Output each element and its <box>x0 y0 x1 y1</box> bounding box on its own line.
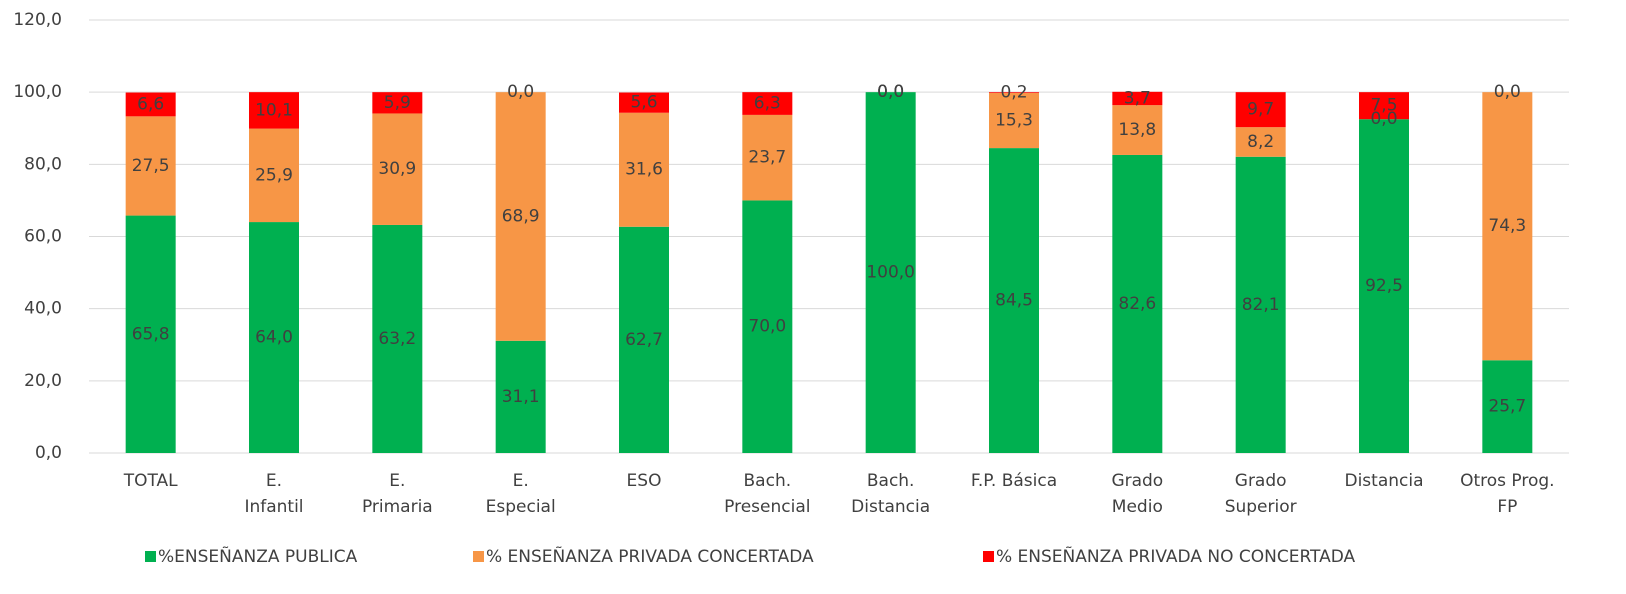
data-label: 0,0 <box>877 82 904 102</box>
data-label: 6,6 <box>137 94 164 114</box>
data-label: 84,5 <box>995 291 1033 311</box>
bar-segment <box>249 92 299 129</box>
y-tick-label: 80,0 <box>24 154 62 174</box>
bar-segment <box>1359 119 1409 454</box>
bar-segment <box>619 226 669 453</box>
bar-segment <box>1112 91 1163 106</box>
data-label: 15,3 <box>995 110 1033 130</box>
data-label: 9,7 <box>1247 100 1274 120</box>
data-label: 23,7 <box>748 148 786 168</box>
bar-segment <box>619 92 669 113</box>
data-label: 63,2 <box>378 329 416 349</box>
bar-segment <box>125 92 176 117</box>
x-tick-label: Bach. Presencial <box>724 471 810 517</box>
legend-swatch <box>983 551 994 562</box>
data-label: 31,1 <box>502 387 540 407</box>
x-tick-label: E. Infantil <box>244 471 303 517</box>
data-label: 27,5 <box>132 156 170 176</box>
data-label: 0,0 <box>507 82 534 102</box>
bar-segment <box>989 92 1039 93</box>
x-tick-label: ESO <box>627 471 662 491</box>
bar-segment <box>1482 92 1533 361</box>
data-label: 92,5 <box>1365 276 1403 296</box>
bar-segment <box>1482 360 1533 453</box>
bar-segment <box>372 92 423 114</box>
bar-segment <box>249 128 299 223</box>
data-label: 65,8 <box>132 324 170 344</box>
legend-label: % ENSEÑANZA PRIVADA NO CONCERTADA <box>996 545 1356 567</box>
bar-segment <box>1235 156 1286 453</box>
data-label: 8,2 <box>1247 132 1274 152</box>
data-label: 7,5 <box>1370 96 1397 116</box>
bar-segment <box>372 224 423 453</box>
y-tick-label: 100,0 <box>13 82 62 102</box>
legend-swatch <box>145 551 156 562</box>
data-label: 6,3 <box>754 94 781 114</box>
data-label: 82,6 <box>1118 294 1156 314</box>
data-label: 62,7 <box>625 330 663 350</box>
data-label: 100,0 <box>866 263 915 283</box>
bar-segment <box>1359 92 1409 120</box>
bar-segment <box>989 148 1039 454</box>
x-tick-label: Otros Prog. FP <box>1460 471 1555 517</box>
data-label: 70,0 <box>748 317 786 337</box>
bar-segment <box>989 92 1039 149</box>
data-label: 82,1 <box>1242 295 1280 315</box>
data-label: 5,9 <box>384 93 411 113</box>
bar-segment <box>742 92 793 115</box>
x-tick-label: E. Primaria <box>362 471 433 517</box>
bar-segment <box>742 114 793 201</box>
data-label: 0,0 <box>1370 109 1397 129</box>
bar-segment <box>125 215 176 453</box>
x-tick-label: Grado Superior <box>1225 471 1297 517</box>
bar-segment <box>495 340 546 453</box>
x-tick-label: TOTAL <box>123 471 178 491</box>
y-tick-label: 120,0 <box>13 10 62 30</box>
data-label: 0,0 <box>877 82 904 102</box>
data-label: 0,0 <box>1494 82 1521 102</box>
bar-segment <box>1112 154 1163 453</box>
data-label: 13,8 <box>1118 120 1156 140</box>
bar-segment <box>865 92 916 454</box>
data-label: 64,0 <box>255 328 293 348</box>
x-tick-label: Bach. Distancia <box>851 471 930 517</box>
bar-segment <box>125 116 176 216</box>
data-label: 31,6 <box>625 160 663 180</box>
bar-segment <box>249 222 299 453</box>
x-tick-label: Distancia <box>1344 471 1423 491</box>
bar-segment <box>1235 127 1286 157</box>
bar-segment <box>372 113 423 225</box>
data-label: 30,9 <box>378 159 416 179</box>
data-label: 10,1 <box>255 100 293 120</box>
legend-label: % ENSEÑANZA PRIVADA CONCERTADA <box>486 545 814 567</box>
y-tick-label: 40,0 <box>24 299 62 319</box>
data-label: 0,2 <box>1000 83 1027 103</box>
bar-segment <box>742 200 793 453</box>
data-label: 68,9 <box>502 206 540 226</box>
x-tick-label: Grado Medio <box>1111 471 1163 517</box>
data-label: 74,3 <box>1488 216 1526 236</box>
data-label: 25,9 <box>255 165 293 185</box>
y-tick-label: 20,0 <box>24 371 62 391</box>
data-label: 3,7 <box>1124 88 1151 108</box>
data-label: 5,6 <box>630 93 657 113</box>
bar-segment <box>495 92 546 341</box>
x-tick-label: E. Especial <box>486 471 556 517</box>
x-tick-label: F.P. Básica <box>971 471 1057 491</box>
bar-segment <box>619 112 669 227</box>
legend-label: %ENSEÑANZA PUBLICA <box>158 545 358 567</box>
y-tick-label: 0,0 <box>35 443 62 463</box>
legend-swatch <box>473 551 484 562</box>
y-tick-label: 60,0 <box>24 227 62 247</box>
data-label: 25,7 <box>1488 397 1526 417</box>
bar-segment <box>1235 92 1286 128</box>
bar-segment <box>1112 105 1163 155</box>
